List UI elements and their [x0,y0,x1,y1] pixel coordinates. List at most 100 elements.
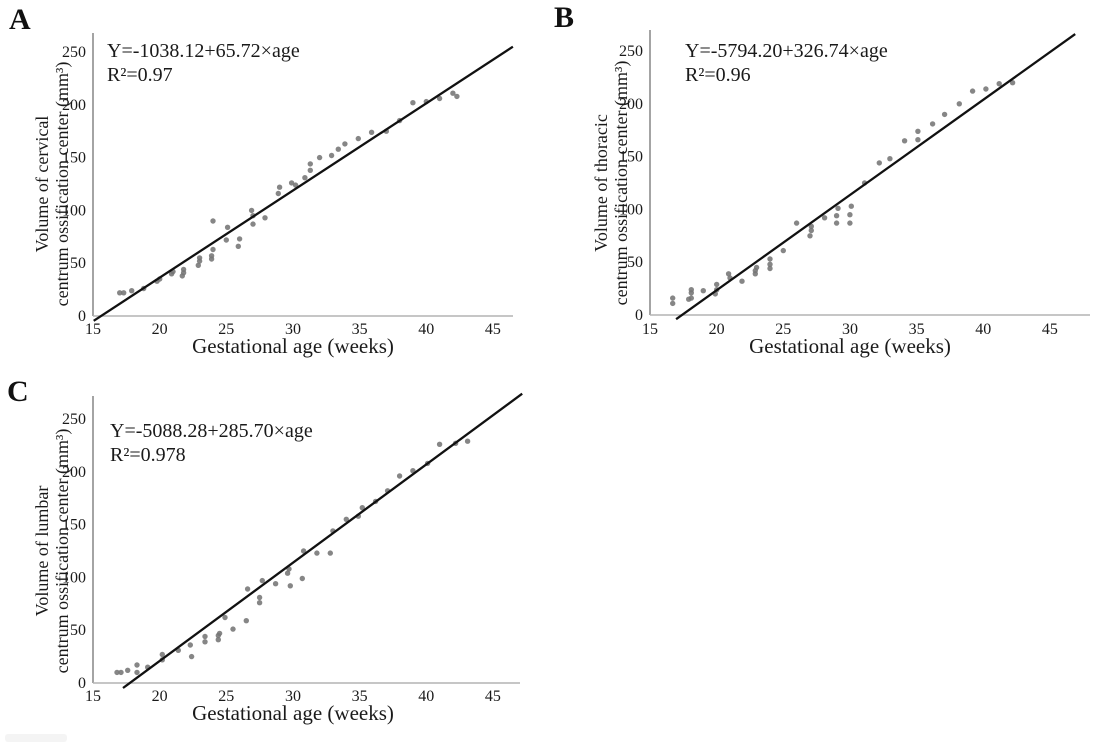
panel-letter-c: C [7,375,29,408]
data-point [833,213,840,219]
x-tick-label: 30 [842,321,858,338]
data-point [134,669,140,676]
x-tick-label: 45 [485,688,501,705]
y-tick-label: 150 [62,150,86,167]
r-squared-text: R²=0.978 [110,444,186,466]
x-tick-label: 40 [418,688,434,705]
data-point [243,618,249,624]
data-point [287,583,293,589]
y-axis-title-line1: Volume of thoracic [591,114,611,252]
data-point [688,295,694,301]
y-tick-label: 100 [62,569,86,586]
data-point [847,212,853,218]
y-tick-label: 150 [619,149,643,166]
data-point [307,167,313,173]
y-tick-label: 200 [619,96,643,113]
data-point [808,227,814,234]
data-point [368,129,375,135]
x-tick-label: 35 [909,321,925,338]
y-tick-label: 100 [62,202,86,219]
data-point [202,633,208,640]
x-tick-label: 20 [152,688,168,705]
data-point [314,550,320,556]
data-point [670,300,676,307]
data-point [210,218,216,224]
x-axis-title: Gestational age (weeks) [192,334,394,358]
data-point [915,137,921,143]
data-point [969,88,976,94]
x-tick-label: 40 [975,321,991,338]
data-point [464,438,471,444]
x-tick-label: 35 [352,321,368,338]
x-axis-title: Gestational age (weeks) [749,334,951,358]
data-point [118,669,124,676]
x-tick-label: 25 [218,688,234,705]
y-axis-title-line2: centrum ossification center (mm³) [52,429,73,674]
data-point [215,637,221,643]
equation-text: Y=-5088.28+285.70×age [110,420,313,442]
y-axis-title-line2: centrum ossification center (mm³) [52,62,73,307]
data-point [343,516,349,522]
panel-cervical: A 15 20 25 30 35 40 45 0 50 100 150 200 250 Gestation… [0,0,550,370]
scatter-plot-cervical: 15 20 25 30 35 40 45 0 50 100 150 200 250 Gestational… [32,33,514,358]
data-point [780,247,786,254]
data-point [299,575,305,582]
data-point [753,264,760,271]
y-tick-label: 250 [619,43,643,60]
data-point [288,180,295,186]
data-point [302,175,308,181]
data-point [256,594,263,601]
data-point [248,207,255,214]
data-point [316,154,323,161]
data-point [1009,80,1016,86]
regression-line [675,33,1076,321]
x-tick-label: 15 [85,321,101,338]
data-point [355,135,361,142]
y-tick-label: 50 [70,622,86,639]
data-point [929,121,936,127]
data-point [300,548,307,554]
y-axis-title-line1: Volume of lumbar [32,486,52,617]
data-point [450,90,456,96]
data-point [793,220,800,226]
panel-letter-b: B [554,1,575,34]
r-squared-text: R²=0.96 [685,64,751,86]
data-point [235,243,241,249]
data-point [272,581,279,587]
x-tick-label: 45 [485,321,501,338]
data-point [436,95,443,102]
x-tick-label: 15 [85,688,101,705]
x-tick-label: 30 [285,321,301,338]
data-point [216,630,223,637]
scatter-plot-lumbar: 15 20 25 30 35 40 45 0 50 100 150 200 250 Gestational… [32,392,523,725]
data-point [887,156,893,162]
data-point [224,224,231,230]
data-point [125,667,131,673]
y-tick-label: 50 [70,255,86,272]
data-point [202,639,208,645]
data-point [180,266,187,273]
data-point [230,626,236,632]
data-point [208,253,215,259]
x-tick-label: 45 [1042,321,1058,338]
data-point [222,614,228,621]
data-point [915,128,921,134]
data-point [328,152,335,159]
y-axis-title-line1: Volume of cervical [32,116,52,253]
data-point [250,221,256,227]
data-point [259,577,265,584]
x-axis-title: Gestational age (weeks) [192,701,394,725]
data-point [767,265,773,272]
data-point [187,642,193,648]
regression-line [93,45,514,322]
data-point [284,570,291,576]
data-point [307,161,313,167]
x-tick-label: 20 [709,321,725,338]
data-point [121,290,127,296]
data-point [821,215,828,221]
x-tick-label: 30 [285,688,301,705]
data-point [835,205,841,211]
data-point [342,141,348,147]
scatter-plot-thoracic: 15 20 25 30 35 40 45 0 50 100 150 200 250 Gestational… [591,30,1090,358]
